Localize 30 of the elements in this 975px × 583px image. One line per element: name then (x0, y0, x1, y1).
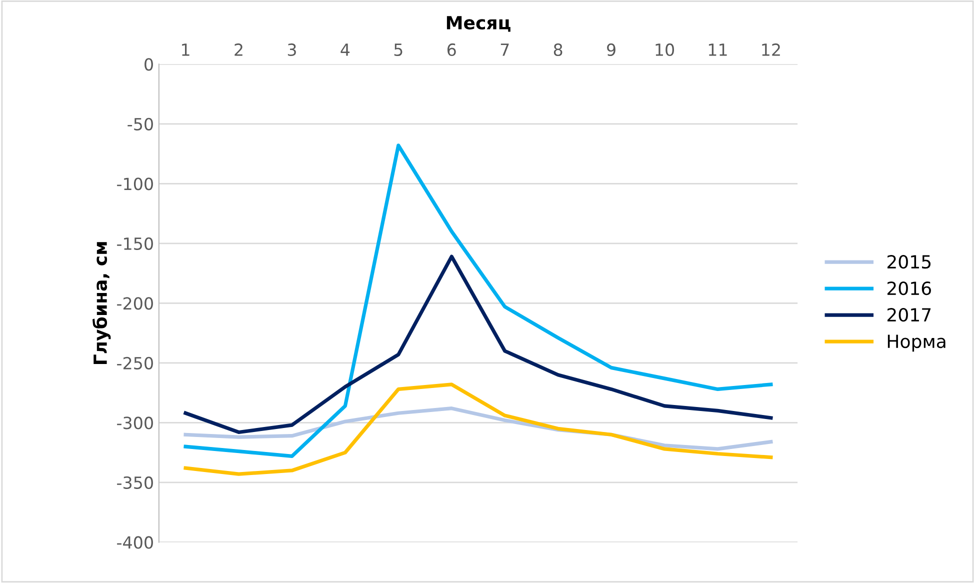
x-tick-label: 6 (447, 43, 456, 56)
x-tick-label: 7 (500, 44, 509, 56)
line-series (184, 144, 773, 458)
legend-label: 2017 (887, 308, 931, 322)
x-tick-label: 11 (708, 44, 727, 56)
x-tick-label: 12 (762, 43, 780, 56)
y-axis-title: Глубина, см (92, 242, 111, 364)
legend-label: 2016 (887, 281, 931, 296)
y-tick-label: -400 (117, 536, 153, 549)
x-tick-label: 1 (182, 44, 190, 56)
line-series (184, 254, 773, 434)
x-tick-label: 2 (234, 43, 242, 56)
y-tick-label: -50 (128, 118, 153, 130)
y-tick-label: -200 (117, 297, 153, 310)
y-tick-label: 0 (144, 58, 153, 71)
y-tick-label: -250 (117, 356, 153, 370)
y-tick-label: -350 (117, 476, 153, 489)
x-axis-title: Месяц (446, 16, 510, 32)
x-tick-label: 8 (554, 43, 562, 56)
x-tick-label: 10 (656, 43, 674, 56)
x-tick-label: 3 (288, 43, 296, 56)
x-tick-label: 4 (340, 44, 350, 56)
y-tick-label: -100 (117, 178, 153, 190)
legend-label: 2015 (887, 254, 931, 269)
x-tick-label: 5 (394, 44, 402, 56)
line-series (184, 382, 773, 476)
x-tick-label: 9 (607, 43, 616, 56)
y-tick-label: -150 (117, 237, 153, 250)
y-tick-label: -300 (117, 416, 153, 430)
legend-label: Норма (888, 334, 946, 352)
